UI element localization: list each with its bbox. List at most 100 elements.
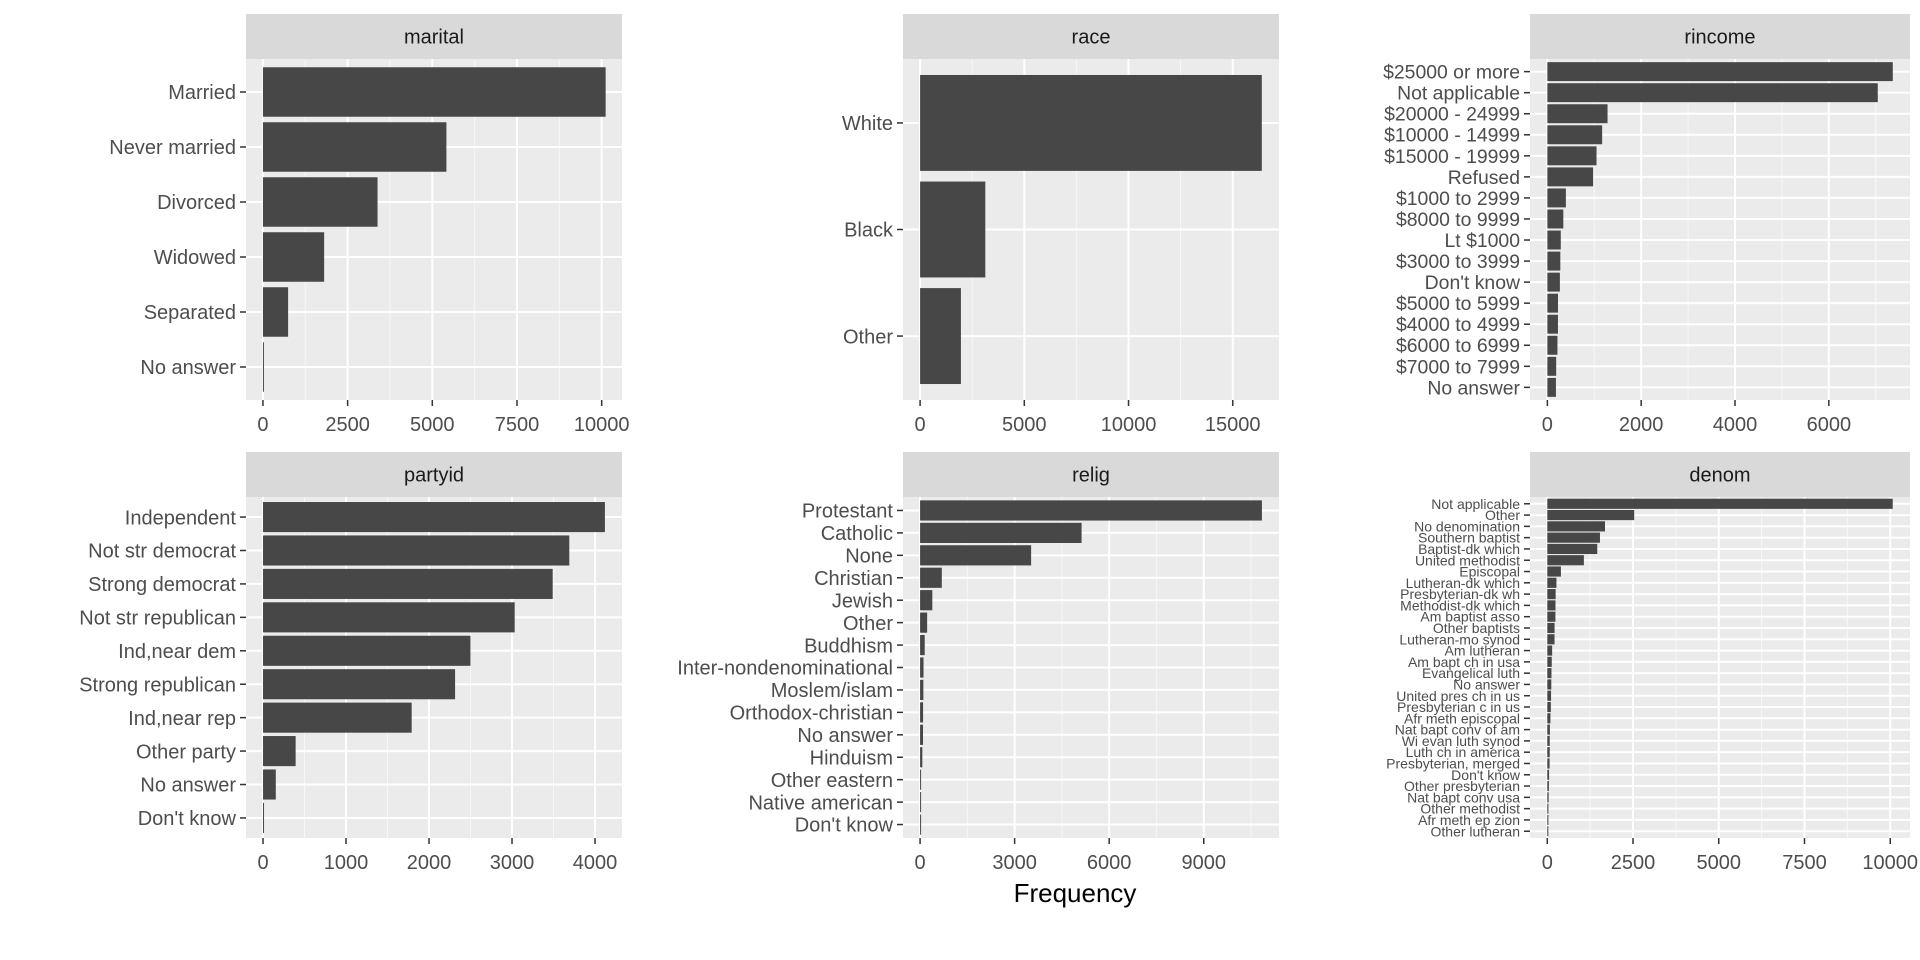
y-tick-label: Married [168, 82, 236, 104]
panel-title: relig [1072, 465, 1110, 487]
y-tick-label: Episcopal [1459, 564, 1520, 580]
bar [1547, 735, 1550, 746]
y-tick-label: Hinduism [810, 747, 893, 769]
panel-strip [246, 452, 622, 497]
panel-strip [1530, 452, 1910, 497]
y-tick-label: Other [1485, 507, 1520, 523]
y-tick-label: Methodist-dk which [1400, 597, 1520, 613]
bar [1547, 314, 1558, 334]
panel-relig: relig ProtestantCatholicNoneChristianJewi… [677, 452, 1279, 874]
bar [1547, 589, 1556, 600]
bar [1547, 356, 1557, 376]
chart-panels: marital Married Never married Divorced Widow… [79, 14, 1918, 874]
x-tick-label: 5000 [410, 414, 455, 436]
x-tick-label: 15000 [1205, 414, 1261, 436]
y-tick-label: Don't know [1425, 272, 1521, 294]
x-tick-label: 3000 [490, 852, 535, 874]
bar [1547, 521, 1606, 532]
y-tick-label: Presbyterian-dk wh [1400, 586, 1520, 602]
y-tick-label: No answer [1453, 676, 1520, 692]
bar [920, 612, 928, 633]
panel-strip [1530, 14, 1910, 59]
bar [920, 769, 922, 790]
x-tick-label: 2000 [407, 852, 452, 874]
bar [1547, 146, 1597, 166]
bar [1547, 188, 1566, 208]
y-tick-label: Other presbyterian [1404, 778, 1520, 794]
bar [920, 814, 922, 835]
bar [262, 122, 447, 172]
bar [262, 287, 289, 337]
bar [1547, 509, 1635, 521]
panel-title: denom [1689, 465, 1750, 487]
y-tick-label: Evangelical luth [1422, 665, 1520, 681]
y-tick-label: Moslem/islam [771, 680, 893, 702]
y-tick-label: Jewish [832, 590, 893, 612]
y-tick-label: Lt $1000 [1445, 230, 1521, 252]
bar [920, 724, 924, 745]
y-tick-label: Widowed [154, 247, 236, 269]
bar [262, 67, 606, 117]
x-tick-label: 7500 [1782, 852, 1827, 874]
y-tick-label: Inter-nondenominational [677, 658, 893, 680]
x-tick-label: 10000 [574, 414, 630, 436]
y-tick-label: Native american [748, 792, 893, 814]
bar [1547, 803, 1549, 814]
bar [1547, 679, 1552, 690]
x-tick-label: 5000 [1002, 414, 1047, 436]
bar [1547, 167, 1594, 187]
y-tick-label: $3000 to 3999 [1396, 251, 1520, 273]
y-tick-label: Refused [1448, 167, 1520, 189]
bar [1547, 713, 1551, 724]
bar [920, 74, 1262, 171]
x-tick-label: 2500 [325, 414, 370, 436]
panel-strip [246, 14, 622, 59]
bar [1547, 622, 1555, 634]
y-tick-label: Other [843, 326, 893, 348]
y-tick-label: Separated [144, 302, 236, 324]
y-tick-label: Wi evan luth synod [1402, 733, 1520, 749]
y-tick-label: No denomination [1414, 518, 1520, 534]
y-tick-label: No answer [797, 725, 893, 747]
y-tick-label: Never married [109, 137, 236, 159]
bar [1547, 769, 1550, 780]
bar [1547, 543, 1598, 555]
bar [1547, 498, 1893, 509]
bar [263, 502, 605, 533]
bar [1547, 272, 1560, 292]
y-tick-label: Luth ch in america [1406, 744, 1521, 760]
y-tick-label: $6000 to 6999 [1396, 335, 1520, 357]
bar [1547, 826, 1549, 837]
bar [1547, 230, 1561, 250]
bar [1547, 104, 1608, 124]
x-tick-label: 4000 [1713, 414, 1758, 436]
bar [1547, 814, 1549, 826]
x-tick-label: 2000 [1619, 414, 1664, 436]
bar [262, 232, 325, 282]
bar [920, 590, 933, 611]
bar [920, 679, 924, 701]
y-tick-label: Not applicable [1397, 83, 1520, 105]
y-tick-label: Other party [136, 741, 236, 763]
bar [1547, 747, 1550, 758]
y-tick-label: $4000 to 4999 [1396, 314, 1520, 336]
y-tick-label: United methodist [1415, 552, 1520, 568]
y-tick-label: Baptist-dk which [1418, 541, 1520, 557]
panel-race: race White Black Other 0 5000 10000 15000 [842, 14, 1279, 436]
panel-strip [903, 14, 1279, 59]
x-tick-label: 0 [1542, 414, 1553, 436]
x-tick-label: 6000 [1087, 852, 1132, 874]
y-tick-label: Not str republican [79, 608, 236, 630]
y-tick-label: Afr meth episcopal [1404, 710, 1520, 726]
bar [1547, 209, 1564, 229]
y-tick-label: Other [843, 613, 893, 635]
bar [263, 635, 471, 666]
panel-title: race [1072, 27, 1111, 49]
y-tick-label: Am lutheran [1445, 643, 1520, 659]
bar [1547, 62, 1893, 82]
y-tick-label: Other lutheran [1431, 823, 1521, 839]
x-tick-label: 0 [257, 414, 268, 436]
y-tick-label: $7000 to 7999 [1396, 356, 1520, 378]
